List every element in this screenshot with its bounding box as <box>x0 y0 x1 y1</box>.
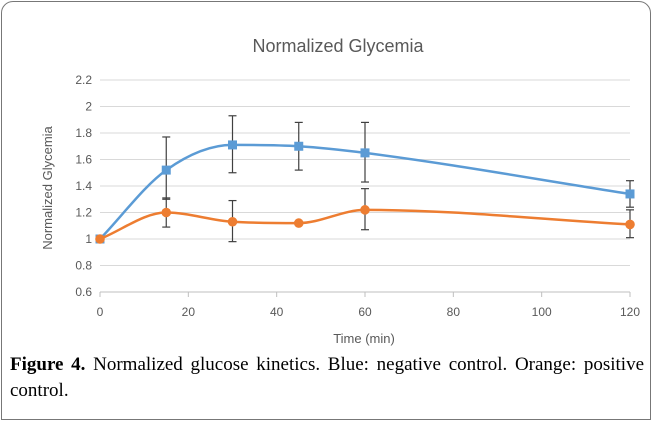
x-tick-label: 40 <box>270 305 284 319</box>
y-tick-label: 2.2 <box>75 73 92 87</box>
series-layer <box>95 115 635 244</box>
data-point <box>227 216 238 227</box>
series-2 <box>95 188 635 244</box>
data-point <box>360 205 370 215</box>
y-tick-labels: 0.6 0.8 1 1.2 1.4 1.6 1.8 2 2.2 <box>75 73 92 299</box>
data-point <box>161 165 171 175</box>
y-tick-label: 0.8 <box>75 259 92 273</box>
y-tick-label: 2 <box>85 100 92 114</box>
figure-caption-label: Figure 4. <box>10 354 86 375</box>
data-point <box>360 148 370 158</box>
data-point <box>228 140 237 150</box>
y-tick-label: 1 <box>85 232 92 246</box>
x-axis-label: Time (min) <box>333 331 395 346</box>
x-tick-label: 0 <box>97 305 104 319</box>
data-point <box>625 219 635 230</box>
y-axis-label: Normalized Glycemia <box>40 125 55 249</box>
y-tick-label: 1.6 <box>75 153 92 167</box>
y-tick-label: 1.2 <box>75 206 92 220</box>
grid-lines <box>99 79 631 297</box>
x-tick-label: 120 <box>620 305 640 319</box>
data-point <box>625 189 635 199</box>
chart: Normalized Glycemia 0.6 0.8 1 1.2 1.4 1.6 1.8 2… <box>40 36 641 346</box>
data-point <box>293 218 304 228</box>
y-tick-label: 0.6 <box>75 285 92 299</box>
data-point <box>161 207 172 218</box>
chart-title: Normalized Glycemia <box>252 36 424 56</box>
x-tick-label: 20 <box>182 305 196 319</box>
x-tick-label: 60 <box>358 305 372 319</box>
data-point <box>294 141 304 151</box>
y-tick-label: 1.4 <box>75 179 92 193</box>
y-tick-label: 1.8 <box>75 126 92 140</box>
figure-caption-text: Normalized glucose kinetics. Blue: negat… <box>10 354 645 401</box>
x-tick-label: 100 <box>532 305 552 319</box>
x-tick-labels: 0 20 40 60 80 100 120 <box>97 305 641 319</box>
data-point <box>95 234 105 244</box>
figure-caption: Figure 4. Normalized glucose kinetics. B… <box>10 352 644 404</box>
x-tick-label: 80 <box>447 305 461 319</box>
